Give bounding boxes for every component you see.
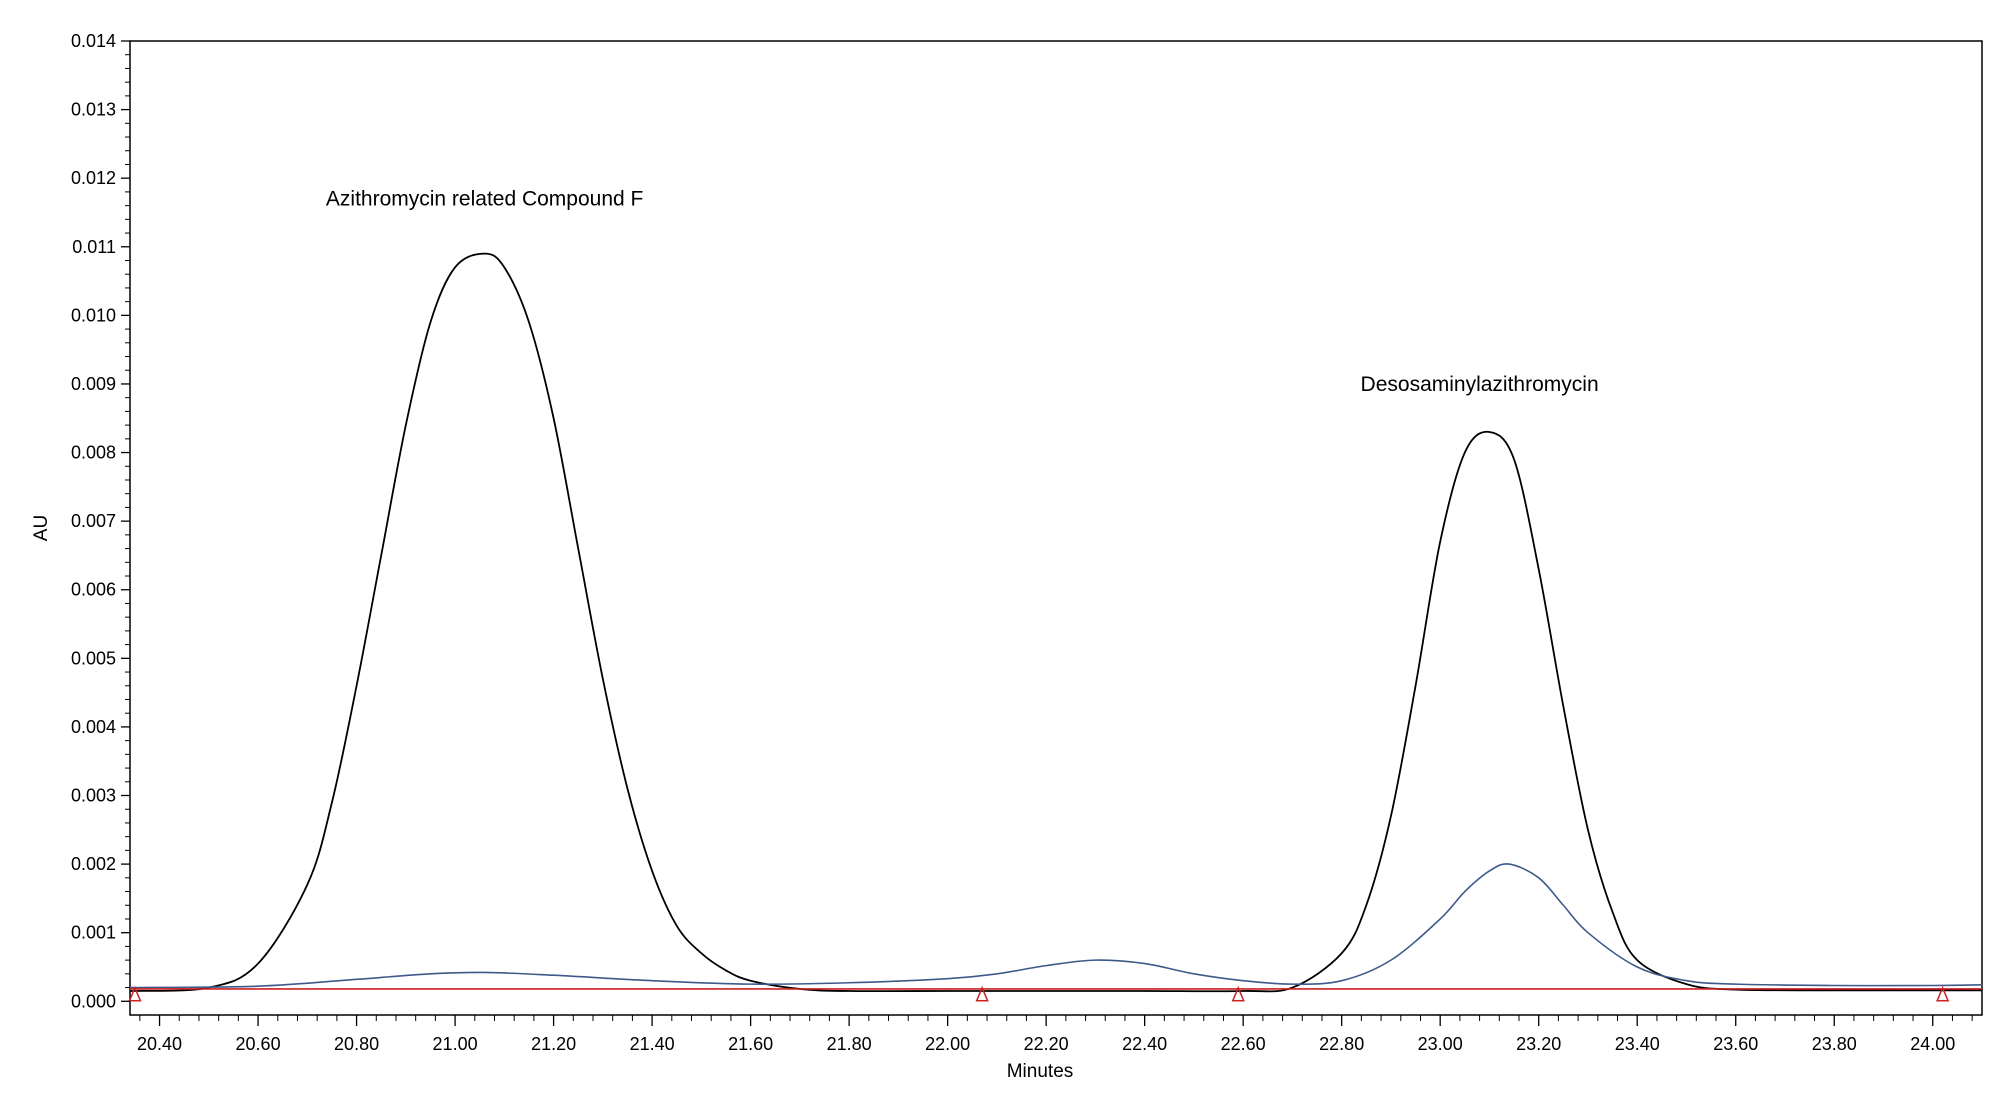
y-tick-label: 0.001	[71, 923, 116, 943]
annotation-layer: Azithromycin related Compound F Desosamin…	[326, 188, 1599, 396]
y-tick-label: 0.011	[72, 237, 116, 257]
series-layer	[129, 252, 1983, 993]
x-tick-label: 22.60	[1221, 1034, 1266, 1054]
plot-area	[129, 40, 1983, 1016]
y-tick-label: 0.003	[71, 786, 116, 806]
series-line-1	[129, 252, 1982, 993]
x-tick-label: 23.60	[1713, 1034, 1758, 1054]
x-tick-label: 20.40	[137, 1034, 182, 1054]
peak-annotation: Desosaminylazithromycin	[1361, 373, 1599, 396]
x-tick-label: 23.00	[1418, 1034, 1463, 1054]
y-tick-label: 0.010	[71, 305, 116, 325]
x-tick-label: 21.60	[728, 1034, 773, 1054]
y-tick-label: 0.007	[71, 511, 116, 531]
y-tick-label: 0.005	[71, 648, 116, 668]
marker-layer	[128, 985, 1950, 1002]
x-tick-label: 21.40	[630, 1034, 675, 1054]
y-tick-label: 0.008	[71, 443, 116, 463]
integration-marker	[128, 985, 142, 1002]
series-line-2	[129, 863, 1983, 989]
x-tick-label: 22.00	[925, 1034, 970, 1054]
y-axis: 0.000 0.001 0.002 0.003 0.004 0.005 0.006 0.007…	[71, 31, 130, 1011]
x-tick-label: 22.20	[1024, 1034, 1069, 1054]
x-tick-label: 23.20	[1516, 1034, 1561, 1054]
x-tick-label: 22.80	[1319, 1034, 1364, 1054]
x-tick-label: 23.80	[1812, 1034, 1857, 1054]
integration-marker	[1935, 985, 1950, 1002]
x-axis: 20.40 20.60 20.80 21.00 21.20 21.40 21.60 21.80…	[137, 1015, 1973, 1054]
y-tick-label: 0.014	[71, 31, 116, 51]
x-axis-title: Minutes	[1007, 1061, 1074, 1082]
x-tick-label: 20.60	[236, 1034, 281, 1054]
y-tick-label: 0.012	[71, 168, 116, 188]
x-tick-label: 22.40	[1122, 1034, 1167, 1054]
x-tick-label: 23.40	[1615, 1034, 1660, 1054]
y-tick-label: 0.002	[71, 854, 116, 874]
y-tick-label: 0.013	[71, 100, 116, 120]
y-tick-label: 0.006	[71, 580, 116, 600]
y-tick-label: 0.004	[71, 717, 116, 737]
y-tick-label: 0.000	[71, 991, 116, 1011]
integration-marker	[975, 985, 989, 1002]
x-tick-label: 24.00	[1910, 1034, 1955, 1054]
x-tick-label: 20.80	[334, 1034, 379, 1054]
integration-marker	[1231, 985, 1245, 1002]
y-axis-title: AU	[31, 515, 52, 541]
x-tick-label: 21.80	[827, 1034, 872, 1054]
x-tick-label: 21.20	[531, 1034, 576, 1054]
x-tick-label: 21.00	[433, 1034, 478, 1054]
y-tick-label: 0.009	[71, 374, 116, 394]
peak-annotation: Azithromycin related Compound F	[326, 188, 643, 211]
